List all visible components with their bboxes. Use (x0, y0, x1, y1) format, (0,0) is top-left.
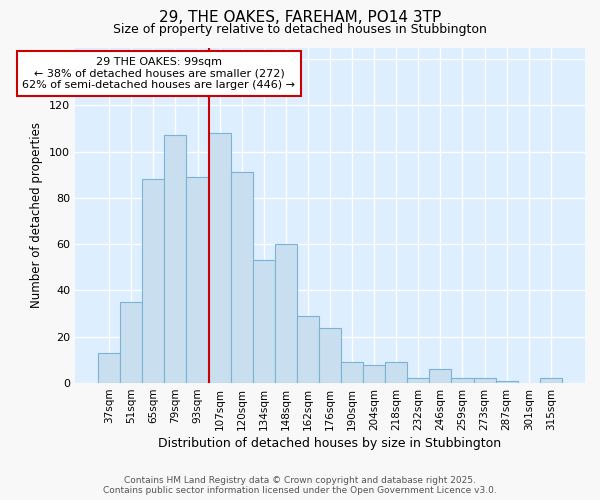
Text: Size of property relative to detached houses in Stubbington: Size of property relative to detached ho… (113, 22, 487, 36)
Bar (540, 378, 562, 383)
Bar (253, 260, 275, 383)
Y-axis label: Number of detached properties: Number of detached properties (31, 122, 43, 308)
Bar (451, 378, 473, 383)
Bar (275, 244, 297, 383)
Bar (496, 381, 518, 383)
Bar (142, 180, 164, 383)
Bar (187, 177, 209, 383)
Bar (407, 378, 430, 383)
Text: 29, THE OAKES, FAREHAM, PO14 3TP: 29, THE OAKES, FAREHAM, PO14 3TP (159, 10, 441, 25)
Bar (473, 378, 496, 383)
Bar (98, 353, 120, 383)
Bar (297, 316, 319, 383)
Bar (341, 362, 363, 383)
X-axis label: Distribution of detached houses by size in Stubbington: Distribution of detached houses by size … (158, 437, 502, 450)
Bar (363, 364, 385, 383)
Bar (164, 136, 187, 383)
Bar (430, 369, 451, 383)
Text: Contains HM Land Registry data © Crown copyright and database right 2025.
Contai: Contains HM Land Registry data © Crown c… (103, 476, 497, 495)
Bar (209, 133, 230, 383)
Text: 29 THE OAKES: 99sqm
← 38% of detached houses are smaller (272)
62% of semi-detac: 29 THE OAKES: 99sqm ← 38% of detached ho… (22, 57, 295, 90)
Bar (385, 362, 407, 383)
Bar (319, 328, 341, 383)
Bar (120, 302, 142, 383)
Bar (230, 172, 253, 383)
